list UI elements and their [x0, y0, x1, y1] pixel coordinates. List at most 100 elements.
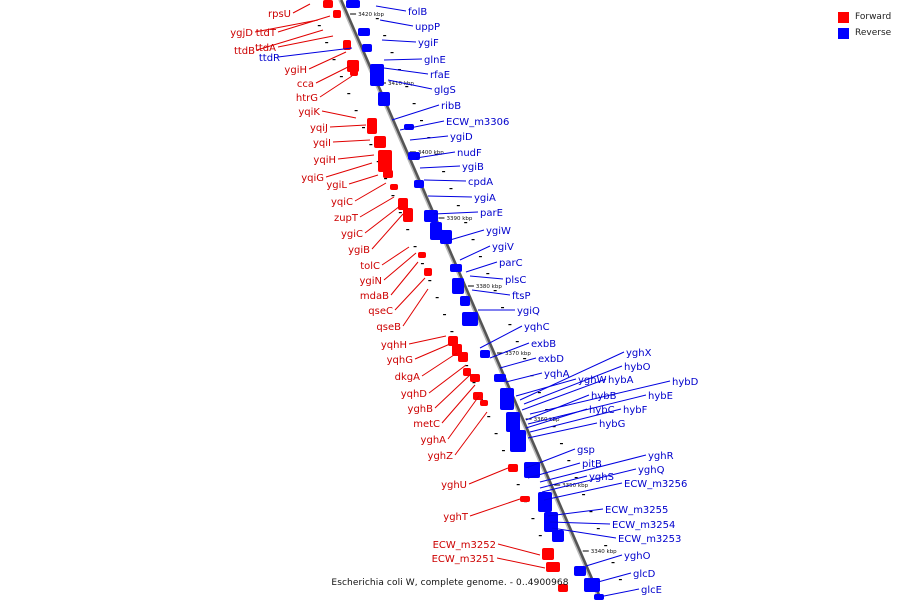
reverse-gene-glyph	[510, 430, 526, 452]
forward-gene-glyph	[350, 70, 358, 76]
forward-gene-connector	[428, 364, 467, 394]
forward-gene-glyph	[343, 40, 351, 50]
forward-gene-label-ygih: ygiH	[284, 65, 307, 76]
reverse-gene-glyph	[460, 296, 470, 306]
reverse-gene-glyph	[358, 28, 370, 36]
forward-gene-label-ecw-m3252: ECW_m3252	[433, 540, 496, 551]
reverse-gene-label-pitb: pitB	[582, 459, 602, 470]
forward-gene-label-yqij: yqiJ	[310, 123, 328, 134]
forward-gene-label-mdab: mdaB	[360, 291, 389, 302]
reverse-gene-glyph	[452, 278, 464, 294]
scale-tick-label: 3340 kbp	[591, 549, 617, 555]
reverse-gene-label-ygho: yghO	[624, 551, 651, 562]
forward-gene-glyph	[463, 368, 471, 376]
reverse-gene-label-yghw: yghW	[578, 375, 607, 386]
scale-dot	[531, 518, 535, 520]
scale-dot	[442, 171, 446, 173]
scale-dot	[449, 188, 453, 190]
reverse-gene-connector	[423, 179, 467, 182]
reverse-gene-label-cpda: cpdA	[468, 177, 493, 188]
forward-gene-label-ygha: yghA	[421, 435, 447, 446]
reverse-gene-label-hybd: hybD	[672, 377, 699, 388]
forward-gene-glyph	[508, 464, 518, 472]
reverse-gene-label-ygia: ygiA	[474, 193, 496, 204]
forward-gene-label-yqhh: yqhH	[381, 340, 407, 351]
reverse-gene-connector	[381, 39, 417, 43]
forward-gene-glyph	[542, 548, 554, 560]
forward-gene-connector	[497, 543, 541, 556]
reverse-gene-connector	[529, 408, 622, 433]
forward-gene-glyph	[398, 198, 408, 210]
forward-gene-connector	[469, 498, 521, 517]
reverse-gene-glyph	[506, 412, 520, 432]
scale-dot	[317, 25, 321, 27]
scale-tick-label: 3420 kbp	[358, 12, 384, 18]
scale-tick-label: 3400 kbp	[418, 150, 444, 156]
scale-tick-label: 3380 kbp	[476, 284, 502, 290]
reverse-gene-label-nudf: nudF	[457, 148, 482, 159]
forward-gene-label-htrg: htrG	[296, 93, 318, 104]
reverse-gene-label-yghx: yghX	[626, 348, 652, 359]
reverse-gene-connector	[419, 165, 461, 169]
scale-dot	[494, 433, 498, 435]
forward-gene-label-ttdb: ttdB	[234, 46, 255, 57]
forward-gene-label-metc: metC	[413, 419, 440, 430]
forward-gene-glyph	[390, 184, 398, 190]
reverse-gene-connector	[505, 372, 543, 383]
forward-gene-connector	[348, 174, 379, 185]
forward-gene-connector	[447, 395, 480, 440]
reverse-gene-label-uppp: uppP	[415, 22, 440, 33]
reverse-gene-connector	[541, 468, 637, 493]
reverse-gene-connector	[277, 47, 353, 58]
reverse-gene-label-ecw-m3255: ECW_m3255	[605, 505, 668, 516]
scale-dot	[428, 280, 432, 282]
reverse-gene-glyph	[594, 594, 604, 600]
reverse-gene-label-exbd: exbD	[538, 354, 564, 365]
forward-gene-connector	[434, 373, 472, 409]
reverse-gene-glyph	[378, 92, 390, 106]
reverse-gene-label-ftsp: ftsP	[512, 291, 531, 302]
scale-tick-label: 3360 kbp	[534, 417, 560, 423]
forward-gene-label-ygil: ygiL	[326, 180, 347, 191]
scale-dot	[574, 477, 578, 479]
forward-gene-label-qseb: qseB	[376, 322, 401, 333]
reverse-gene-glyph	[584, 578, 600, 592]
forward-gene-glyph	[323, 0, 333, 8]
forward-gene-connector	[402, 288, 429, 327]
reverse-gene-glyph	[494, 374, 506, 382]
forward-gene-glyph	[480, 400, 488, 406]
scale-dot	[493, 290, 497, 292]
scale-dot	[559, 443, 563, 445]
scale-dot	[450, 331, 454, 333]
reverse-gene-label-hybb: hybB	[591, 391, 617, 402]
forward-gene-glyph	[546, 562, 560, 572]
scale-dot	[354, 110, 358, 112]
reverse-gene-connector	[547, 508, 604, 517]
forward-gene-connector	[496, 557, 546, 569]
reverse-gene-label-hybo: hybO	[624, 362, 651, 373]
reverse-gene-connector	[379, 19, 414, 27]
reverse-gene-connector	[539, 454, 647, 483]
scale-dot	[537, 392, 541, 394]
forward-gene-label-ygjd: ygjD	[230, 28, 253, 39]
reverse-gene-glyph	[408, 152, 420, 160]
forward-gene-connector	[421, 352, 458, 377]
scale-dot	[472, 382, 476, 384]
scale-dot	[339, 76, 343, 78]
forward-gene-connector	[441, 384, 476, 424]
reverse-gene-connector	[471, 289, 511, 296]
reverse-gene-label-ribb: ribB	[441, 101, 461, 112]
forward-gene-glyph	[448, 336, 458, 346]
forward-gene-connector	[454, 411, 488, 456]
forward-gene-label-yqih: yqiH	[313, 155, 336, 166]
reverse-gene-label-folb: folB	[408, 7, 427, 18]
forward-gene-connector	[292, 3, 311, 14]
reverse-gene-connector	[515, 378, 577, 397]
scale-dot	[611, 562, 615, 564]
reverse-gene-label-exbb: exbB	[531, 339, 556, 350]
scale-dot	[332, 59, 336, 61]
forward-gene-label-tolc: tolC	[360, 261, 380, 272]
forward-gene-label-qsec: qseC	[368, 306, 393, 317]
forward-gene-label-ygic: ygiC	[341, 229, 363, 240]
scale-dot	[325, 42, 329, 44]
